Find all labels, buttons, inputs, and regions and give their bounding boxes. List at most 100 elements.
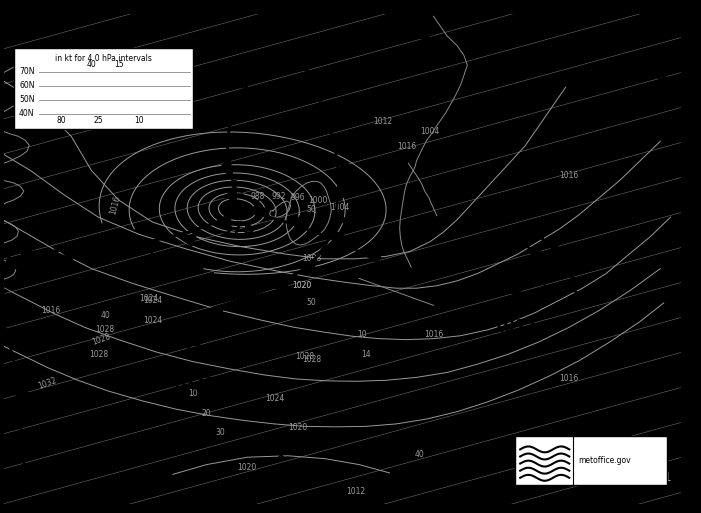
Text: L: L [271, 430, 285, 450]
Polygon shape [332, 135, 347, 146]
Polygon shape [303, 45, 317, 55]
Polygon shape [236, 78, 250, 88]
Text: L: L [231, 180, 244, 200]
Polygon shape [325, 241, 341, 251]
Text: 1028: 1028 [91, 332, 112, 347]
Polygon shape [23, 439, 37, 451]
Text: 1011: 1011 [492, 318, 538, 336]
Polygon shape [221, 104, 233, 116]
Text: 40: 40 [415, 450, 425, 459]
Text: 1028: 1028 [89, 350, 108, 359]
FancyBboxPatch shape [515, 436, 667, 485]
Polygon shape [61, 250, 79, 261]
Polygon shape [301, 60, 316, 71]
Polygon shape [215, 216, 231, 229]
Text: 1020: 1020 [292, 281, 311, 290]
Polygon shape [313, 85, 328, 96]
Polygon shape [4, 260, 19, 271]
Polygon shape [0, 311, 15, 322]
Text: 70N: 70N [19, 67, 34, 76]
Polygon shape [209, 305, 224, 316]
Polygon shape [531, 248, 541, 256]
Polygon shape [242, 294, 256, 305]
Polygon shape [15, 388, 29, 399]
Polygon shape [375, 29, 392, 35]
Text: 1020: 1020 [288, 423, 308, 432]
Polygon shape [273, 281, 287, 292]
Polygon shape [179, 234, 197, 246]
Text: 25: 25 [93, 116, 103, 126]
Text: 10: 10 [134, 116, 144, 126]
Text: 50: 50 [307, 299, 316, 307]
Polygon shape [264, 55, 280, 64]
Polygon shape [100, 246, 119, 258]
Text: 40N: 40N [19, 109, 34, 119]
Text: 996: 996 [291, 193, 306, 202]
Polygon shape [23, 465, 37, 477]
Text: 1020: 1020 [292, 281, 311, 290]
Text: in kt for 4.0 hPa intervals: in kt for 4.0 hPa intervals [55, 54, 152, 63]
Polygon shape [19, 413, 33, 425]
Text: 14: 14 [361, 350, 371, 359]
Polygon shape [16, 362, 30, 373]
Text: 40: 40 [87, 60, 97, 69]
Text: 1016: 1016 [559, 171, 578, 180]
Text: 1000: 1000 [308, 195, 328, 205]
Text: 1024: 1024 [265, 394, 284, 403]
Text: 1004: 1004 [421, 127, 440, 136]
Text: 30: 30 [215, 428, 225, 437]
FancyBboxPatch shape [13, 48, 193, 129]
Text: 1020: 1020 [238, 463, 257, 471]
Text: 992: 992 [271, 191, 286, 201]
Text: 1016: 1016 [397, 142, 416, 151]
Polygon shape [413, 32, 430, 38]
Text: 1012: 1012 [373, 117, 393, 126]
Text: 1024: 1024 [143, 315, 162, 325]
Text: 10: 10 [358, 330, 367, 339]
Polygon shape [326, 232, 345, 244]
Text: 1017: 1017 [254, 469, 301, 487]
Text: 1008: 1008 [302, 254, 321, 263]
Polygon shape [562, 259, 571, 268]
Text: 50N: 50N [19, 95, 34, 104]
Polygon shape [541, 271, 552, 279]
Polygon shape [222, 161, 231, 174]
Text: 1028: 1028 [295, 352, 315, 361]
Text: 1012: 1012 [346, 487, 365, 496]
Text: 1016: 1016 [424, 330, 443, 339]
Polygon shape [213, 133, 226, 144]
Polygon shape [8, 336, 22, 348]
Polygon shape [21, 251, 39, 263]
Polygon shape [571, 278, 580, 287]
Polygon shape [223, 190, 236, 201]
Polygon shape [337, 36, 353, 43]
Text: 1024: 1024 [143, 296, 162, 305]
Text: 101: 101 [649, 471, 672, 484]
Polygon shape [339, 187, 353, 199]
Text: 60N: 60N [19, 81, 34, 90]
Text: 1016: 1016 [559, 374, 578, 383]
Text: 1024: 1024 [139, 293, 158, 303]
Text: 1028: 1028 [95, 325, 115, 334]
Text: H: H [184, 337, 202, 357]
Polygon shape [302, 262, 317, 273]
Text: 50: 50 [307, 205, 316, 214]
Text: 101: 101 [620, 62, 672, 86]
Text: 20: 20 [202, 409, 212, 418]
Text: 1016: 1016 [109, 194, 122, 215]
Text: 40: 40 [100, 311, 110, 320]
Text: 1032: 1032 [37, 376, 58, 391]
Text: 1016: 1016 [41, 306, 60, 315]
Polygon shape [175, 315, 190, 326]
Polygon shape [362, 249, 381, 261]
Text: 1004: 1004 [330, 203, 350, 212]
Text: metoffice.gov: metoffice.gov [578, 456, 631, 465]
Polygon shape [248, 206, 268, 216]
Text: 1032: 1032 [170, 377, 216, 394]
Polygon shape [340, 161, 354, 172]
Text: 80: 80 [56, 116, 66, 126]
Polygon shape [334, 213, 348, 225]
Polygon shape [140, 242, 158, 253]
Text: 15: 15 [114, 60, 123, 69]
Text: 975: 975 [219, 220, 254, 238]
